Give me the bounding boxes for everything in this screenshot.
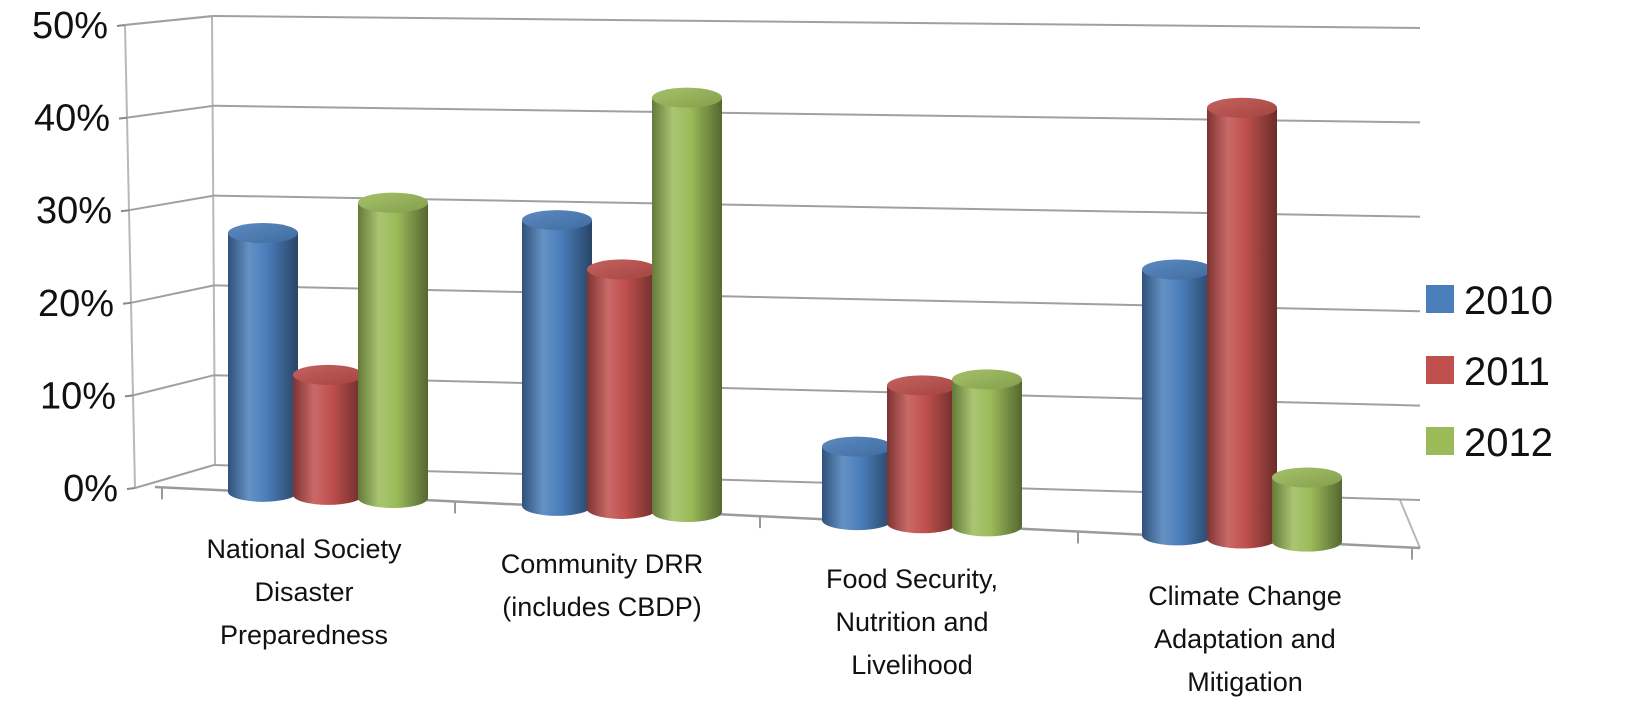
bar-body: [358, 202, 428, 509]
legend-label-2011: 2011: [1464, 350, 1550, 394]
bar-top: [1207, 97, 1277, 118]
y-tick-label: 40%: [34, 98, 110, 140]
bar-top: [887, 375, 957, 396]
bar-2010-2: [522, 210, 592, 516]
legend-label-2010: 2010: [1464, 279, 1553, 323]
bar-body: [652, 97, 722, 523]
y-axis-ticks: 0% 10% 20% 30% 40% 50%: [32, 5, 136, 510]
back-gridline: [213, 15, 1421, 29]
bar-2011-2: [587, 259, 657, 519]
bar-top: [952, 369, 1022, 390]
legend-label-2012: 2012: [1464, 421, 1553, 465]
bar-top: [522, 210, 592, 231]
bar-body: [1207, 107, 1277, 549]
bar-body: [1142, 269, 1212, 546]
y-tick-label: 0%: [63, 468, 118, 510]
bar-body: [887, 385, 957, 534]
y-tick-mark: [118, 116, 128, 120]
bar-2010-1: [228, 223, 298, 502]
category-label: National Society Disaster Preparedness: [206, 534, 402, 650]
y-tick-label: 30%: [36, 190, 112, 232]
bar-body: [522, 220, 592, 516]
side-gridline: [128, 194, 215, 212]
bar-2012-4: [1272, 467, 1342, 552]
bar-2011-4: [1207, 97, 1277, 549]
legend-swatch-2012: [1426, 427, 1454, 455]
category-label: Food Security, Nutrition and Livelihood: [826, 564, 998, 680]
side-gridline: [132, 374, 215, 397]
bar-2012-1: [358, 192, 428, 509]
bar-2011-3: [887, 375, 957, 534]
y-tick-mark: [124, 394, 134, 398]
category-labels: National Society Disaster Preparedness Comm…: [206, 534, 1341, 697]
bar-top: [228, 223, 298, 244]
y-tick-label: 50%: [32, 5, 108, 47]
bar-top: [652, 87, 722, 108]
y-tick-label: 20%: [38, 283, 114, 325]
legend: 2010 2011 2012: [1426, 279, 1553, 465]
side-gridline: [134, 464, 215, 489]
bar-2011-1: [293, 364, 363, 505]
bar-2010-4: [1142, 259, 1212, 546]
y-tick-mark: [126, 487, 136, 490]
side-gridline: [124, 15, 215, 26]
y-tick-mark: [116, 24, 126, 27]
bar-body: [1272, 477, 1342, 552]
side-gridline: [130, 284, 215, 304]
bar-top: [1142, 259, 1212, 280]
y-axis-line: [124, 24, 136, 489]
floor-right-edge: [1399, 499, 1421, 549]
bar-body: [822, 446, 892, 531]
y-tick-mark: [120, 209, 130, 213]
bar-body: [952, 379, 1022, 537]
category-label: Community DRR (includes CBDP): [501, 549, 704, 622]
y-tick-label: 10%: [40, 375, 116, 417]
bar-body: [293, 374, 363, 505]
bar-top: [587, 259, 657, 280]
back-wall-left-edge: [211, 15, 216, 466]
bar-top: [1272, 467, 1342, 488]
bar-top: [358, 192, 428, 213]
bar-body: [587, 269, 657, 519]
side-gridline: [126, 104, 215, 119]
bar-top: [293, 364, 363, 385]
bar-body: [228, 233, 298, 502]
bar-2012-2: [652, 87, 722, 523]
legend-swatch-2011: [1426, 356, 1454, 384]
category-label: Climate Change Adaptation and Mitigation: [1148, 581, 1342, 697]
y-tick-mark: [122, 301, 132, 305]
bar-2012-3: [952, 369, 1022, 537]
bars: [228, 87, 1342, 552]
bar-top: [822, 436, 892, 457]
bar-2010-3: [822, 436, 892, 531]
legend-swatch-2010: [1426, 285, 1454, 313]
